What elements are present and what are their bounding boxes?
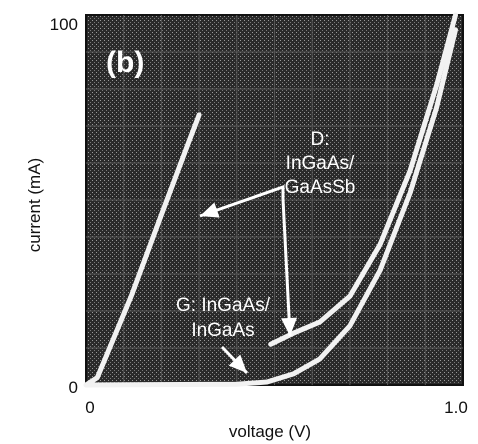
grid-lines [86,15,463,385]
arrow-d-down-shaft [281,198,292,337]
series-line-3 [268,12,458,347]
annotation-arrows [199,184,298,375]
annotation-g-line-2: InGaAs [191,320,254,341]
annotation-d-line-1: D: [311,129,330,150]
annotation-g-line-1: G: InGaAs/ [176,295,271,316]
arrow-d-left-shaft [199,184,285,218]
annotation-d-line-3: GaAsSb [285,177,356,198]
annotation-d-line-2: InGaAs/ [286,153,355,174]
series-line-1 [83,112,202,388]
arrow-g [220,345,249,375]
arrow-d-left-head [200,202,220,218]
arrow-d-left [199,184,285,218]
y-tick-label-top: 100 [50,15,78,34]
x-tick-label-right: 1.0 [444,398,468,417]
y-axis-label: current (mA) [25,158,44,252]
arrow-d-down-head [281,317,298,336]
series-line-2 [83,27,458,388]
arrow-d-down [281,198,298,337]
x-tick-label-left: 0 [85,398,94,417]
series-layer [83,12,458,388]
panel-label: (b) [106,46,144,79]
x-axis-label: voltage (V) [229,422,311,441]
arrow-g-head [228,354,247,373]
y-tick-label-bottom: 0 [69,378,78,397]
